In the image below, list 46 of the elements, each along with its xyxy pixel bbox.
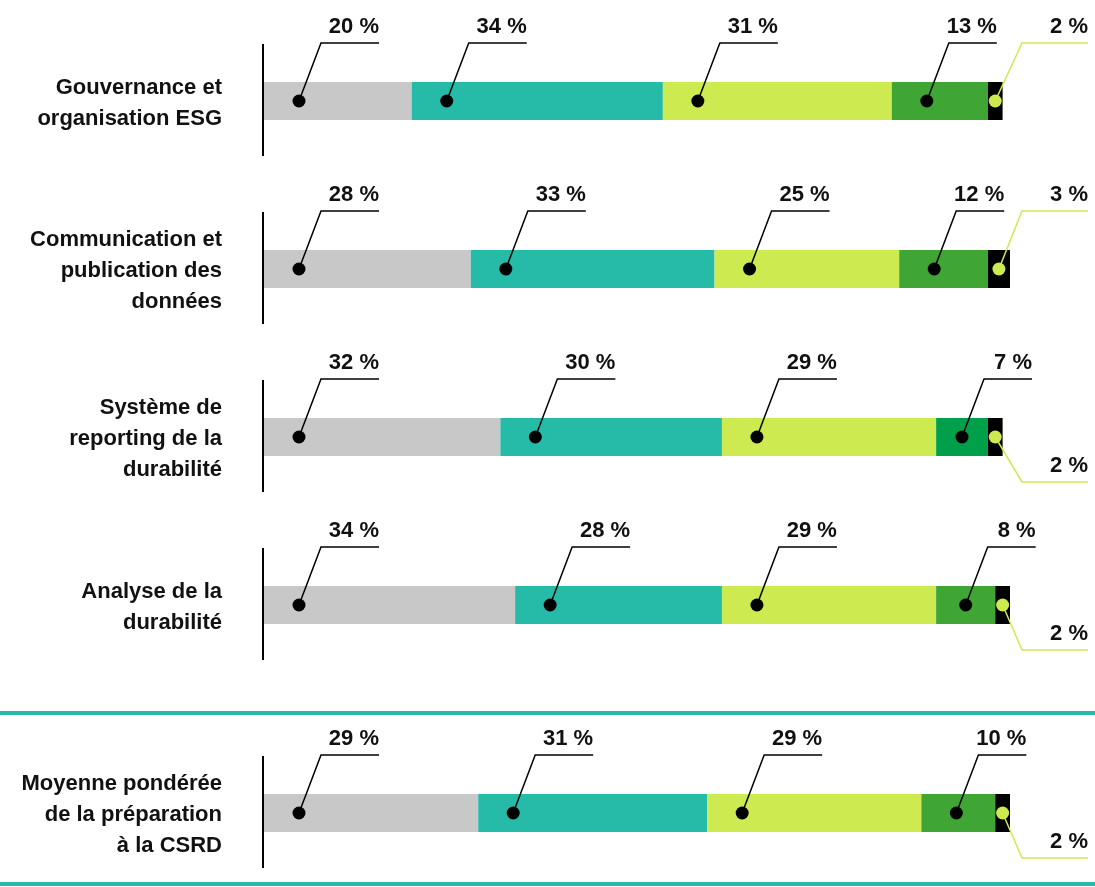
bar — [264, 82, 412, 120]
data-label: 28 % — [328, 181, 379, 206]
data-label: 3 % — [1050, 181, 1088, 206]
data-label: 7 % — [994, 349, 1032, 374]
bar — [662, 82, 892, 120]
data-label: 33 % — [535, 181, 586, 206]
data-label: 8 % — [997, 517, 1036, 542]
bar — [411, 82, 663, 120]
y-tick-label: Système de reporting de la durabilité — [69, 394, 223, 481]
bar — [891, 82, 988, 120]
bar — [515, 586, 722, 624]
data-label: 2 % — [1050, 828, 1088, 853]
data-label: 31 % — [543, 725, 594, 750]
data-label: 28 % — [579, 517, 631, 542]
data-label: 31 % — [727, 13, 778, 38]
bar — [264, 418, 501, 456]
data-label: 12 % — [954, 181, 1005, 206]
bar — [899, 250, 988, 288]
data-label: 29 % — [328, 725, 379, 750]
data-label: 34 % — [328, 517, 379, 542]
data-label: 2 % — [1050, 452, 1088, 477]
bar — [714, 250, 900, 288]
data-label: 13 % — [946, 13, 997, 38]
data-label: 29 % — [786, 349, 837, 374]
data-label: 25 % — [779, 181, 830, 206]
bar — [264, 586, 516, 624]
data-label: 2 % — [1050, 13, 1088, 38]
bar — [470, 250, 715, 288]
bar — [264, 250, 471, 288]
data-label: 32 % — [328, 349, 379, 374]
data-label: 29 % — [772, 725, 823, 750]
y-tick-label: Communication et publication des données — [30, 226, 223, 313]
bar — [936, 418, 988, 456]
bar — [500, 418, 722, 456]
bar — [721, 418, 937, 456]
data-label: 2 % — [1050, 620, 1088, 645]
data-label: 10 % — [976, 725, 1027, 750]
y-tick-label: Gouvernance et organisation ESG — [37, 73, 223, 130]
data-label: 30 % — [565, 349, 616, 374]
y-tick-label: Analyse de la durabilité — [81, 577, 223, 634]
bar — [721, 586, 937, 624]
y-tick-label: Moyenne pondérée de la préparation à la CSRD — [21, 770, 222, 857]
data-label: 20 % — [328, 13, 379, 38]
data-label: 29 % — [786, 517, 837, 542]
bar — [936, 586, 996, 624]
data-label: 34 % — [476, 13, 527, 38]
